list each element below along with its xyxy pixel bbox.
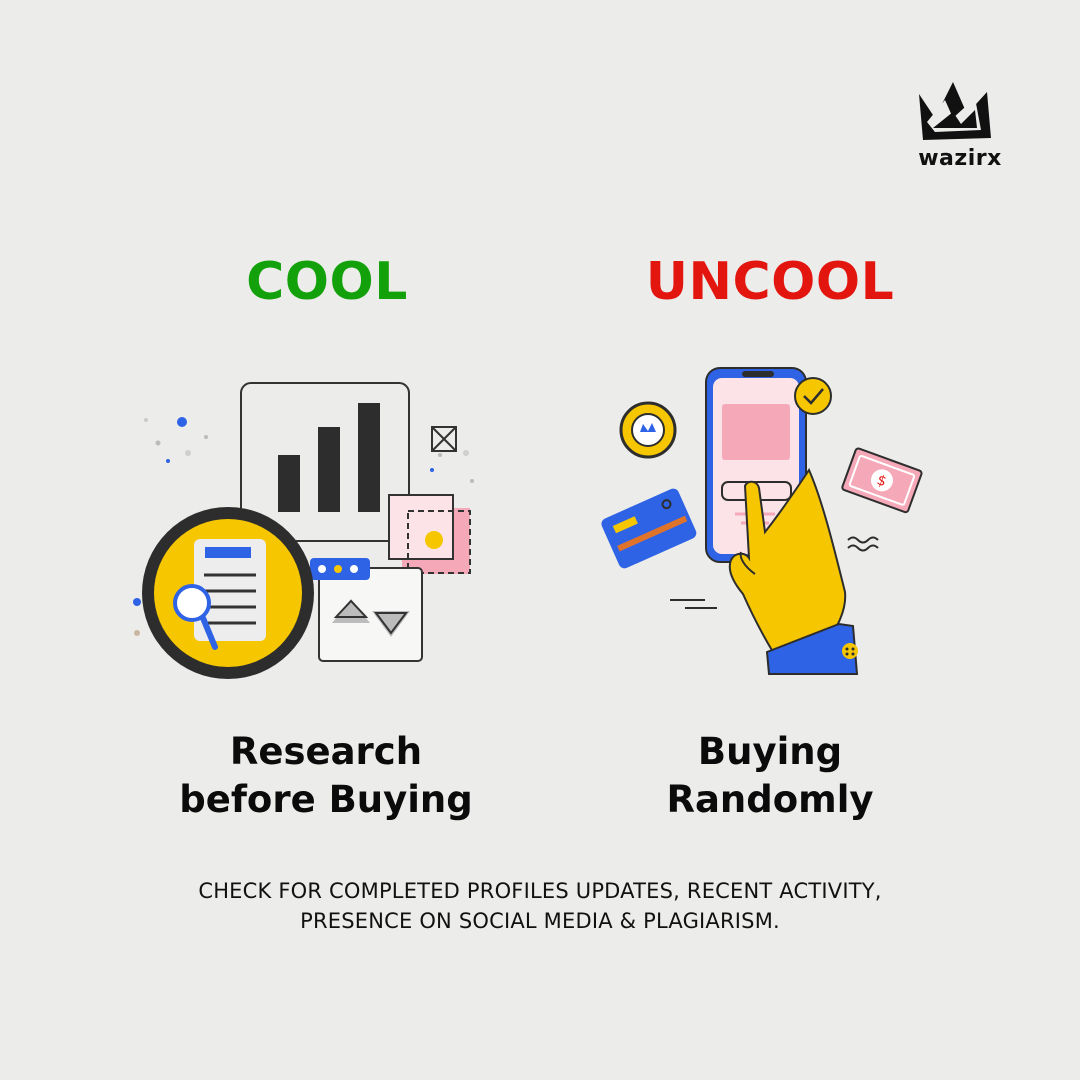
research-chart-magnifier-icon xyxy=(133,382,474,679)
cool-caption-line2: before Buying xyxy=(179,778,473,821)
wazirx-logo: wazirx xyxy=(905,78,1015,178)
hand-phone-payment-icon: $ xyxy=(601,367,923,675)
footnote-line2: PRESENCE ON SOCIAL MEDIA & PLAGIARISM. xyxy=(300,909,780,933)
cool-heading: COOL xyxy=(246,252,408,312)
footnote-line1: CHECK FOR COMPLETED PROFILES UPDATES, RE… xyxy=(198,879,882,903)
logo-wordmark: wazirx xyxy=(918,146,1002,171)
footnote: CHECK FOR COMPLETED PROFILES UPDATES, RE… xyxy=(100,876,980,936)
uncool-caption: Buying Randomly xyxy=(560,728,980,824)
uncool-caption-line1: Buying xyxy=(697,730,843,773)
cool-caption: Research before Buying xyxy=(116,728,536,824)
crown-logo-icon xyxy=(919,82,991,140)
cool-caption-line1: Research xyxy=(229,730,423,773)
uncool-caption-line2: Randomly xyxy=(666,778,874,821)
uncool-heading: UNCOOL xyxy=(645,252,895,312)
